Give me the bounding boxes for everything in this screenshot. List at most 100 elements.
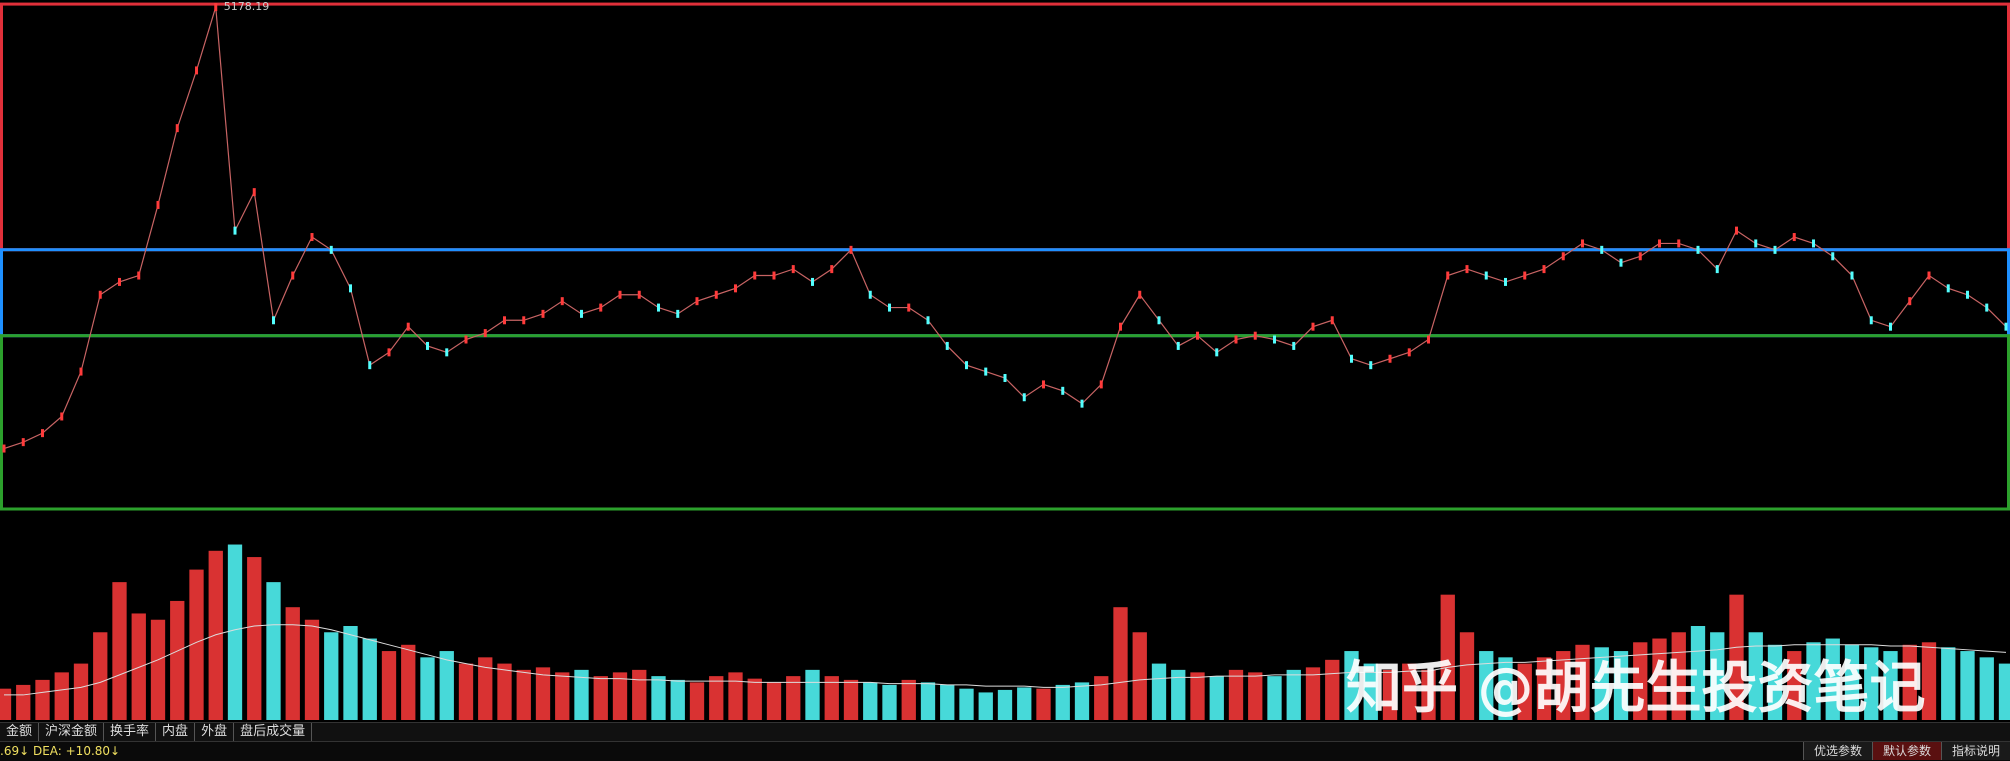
tab[interactable]: 换手率 <box>104 723 157 741</box>
price-candle <box>1889 322 1892 331</box>
volume-bar <box>1094 676 1109 720</box>
price-candle <box>1638 252 1642 261</box>
volume-bar <box>1267 676 1282 720</box>
volume-bar <box>1517 663 1532 720</box>
price-candle <box>830 265 834 274</box>
status-text: .69↓ DEA: +10.80↓ <box>0 744 121 758</box>
price-candle <box>1927 271 1931 280</box>
volume-bar <box>1344 651 1359 720</box>
price-candle <box>714 290 718 299</box>
volume-bar <box>1017 687 1032 720</box>
price-candle <box>522 316 526 325</box>
price-candle <box>695 297 699 306</box>
volume-bar <box>1844 644 1860 720</box>
price-candle <box>156 200 160 209</box>
price-candle <box>21 438 25 447</box>
price-candle <box>657 303 660 312</box>
volume-bar <box>555 672 570 720</box>
price-candle <box>2004 322 2008 331</box>
volume-bar <box>362 638 377 720</box>
volume-bar <box>1729 594 1744 720</box>
price-candle <box>1061 386 1065 395</box>
price-candle <box>1523 271 1527 280</box>
volume-bar <box>1382 669 1398 720</box>
volume-bar <box>1960 651 1975 720</box>
price-candle <box>1003 373 1007 382</box>
volume-bar <box>1594 647 1609 720</box>
volume-bar <box>343 626 358 720</box>
volume-bar <box>1363 663 1378 720</box>
price-candle <box>1446 271 1450 280</box>
volume-bar <box>1787 651 1802 720</box>
price-candle <box>233 226 237 235</box>
price-candle <box>618 290 622 299</box>
price-candle <box>1581 239 1584 248</box>
price-candle <box>175 124 179 133</box>
watermark: 知乎 @胡先生投资笔记 <box>1346 656 1926 721</box>
price-candle <box>272 316 275 325</box>
volume-bar <box>1941 647 1956 720</box>
price-candle <box>1677 239 1681 248</box>
price-candle <box>2 444 6 453</box>
volume-bar <box>266 582 281 720</box>
volume-bar <box>1074 682 1090 720</box>
volume-bar <box>651 676 666 720</box>
volume-bar <box>1171 669 1186 720</box>
volume-bar <box>1190 672 1205 720</box>
button[interactable]: 指标说明 <box>1940 742 2010 760</box>
volume-bar <box>1556 651 1571 720</box>
price-candle <box>426 341 429 350</box>
price-candle <box>291 271 295 280</box>
volume-bar <box>1055 684 1070 720</box>
volume-bar <box>35 679 50 720</box>
price-candle <box>483 329 487 338</box>
volume-bar <box>1421 669 1436 720</box>
volume-bar <box>632 669 647 720</box>
tab[interactable]: 金额 <box>0 723 40 741</box>
price-candle <box>791 265 795 274</box>
tab[interactable]: 沪深金额 <box>39 723 105 741</box>
price-candle <box>541 309 545 318</box>
volume-bar <box>1228 669 1244 720</box>
status-bar: .69↓ DEA: +10.80↓ 优选参数 默认参数 指标说明 <box>0 741 2010 761</box>
volume-bar <box>786 676 801 720</box>
price-candle <box>907 303 911 312</box>
price-candle <box>406 322 410 331</box>
button[interactable]: 默认参数 <box>1871 742 1941 760</box>
price-candle <box>1330 316 1334 325</box>
volume-bar <box>478 657 493 720</box>
tab[interactable]: 内盘 <box>156 723 196 741</box>
volume-bar <box>863 682 878 720</box>
tab[interactable]: 盘后成交量 <box>234 723 313 741</box>
price-candle <box>79 367 83 376</box>
price-candle <box>1292 341 1296 350</box>
price-candle <box>1157 316 1161 325</box>
price-candle <box>503 316 506 325</box>
volume-bar <box>1459 632 1475 720</box>
price-candle <box>41 429 44 438</box>
price-candle <box>1735 226 1738 235</box>
volume-bar <box>150 619 166 720</box>
price-candle <box>1042 380 1045 389</box>
button[interactable]: 优选参数 <box>1802 742 1872 760</box>
volume-bar <box>1825 638 1840 720</box>
volume-bar <box>1536 657 1552 720</box>
price-candle <box>1831 252 1835 261</box>
price-candle <box>945 341 949 350</box>
price-candle <box>560 297 564 306</box>
price-candle <box>753 271 757 280</box>
volume-bar <box>940 684 955 720</box>
volume-bar <box>516 669 531 720</box>
volume-bar <box>1325 659 1340 720</box>
volume-bar <box>1036 688 1051 720</box>
price-line <box>3 6 2007 450</box>
price-candle <box>1099 380 1103 389</box>
price-candle <box>1234 335 1238 344</box>
volume-bar <box>381 651 397 720</box>
price-candle <box>137 271 141 280</box>
tab[interactable]: 外盘 <box>195 723 235 741</box>
volume-ma-line <box>4 624 2007 696</box>
price-candle <box>1350 354 1353 363</box>
volume-bar <box>1575 644 1590 720</box>
